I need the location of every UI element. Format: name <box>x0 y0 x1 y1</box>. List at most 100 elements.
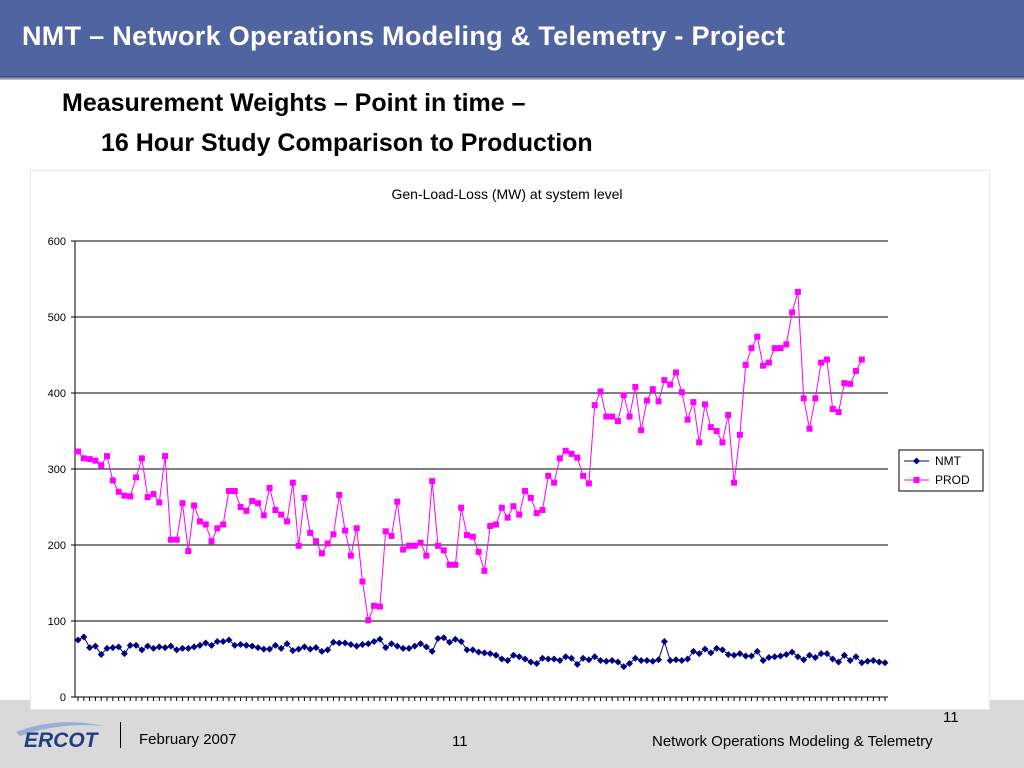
data-point-prod <box>475 548 482 555</box>
data-point-prod <box>237 504 244 510</box>
data-point-nmt <box>475 648 483 656</box>
data-point-prod <box>498 504 505 511</box>
data-point-nmt <box>678 657 686 665</box>
data-point-nmt <box>806 651 814 659</box>
data-point-prod <box>313 538 320 545</box>
legend-label-nmt: NMT <box>935 454 962 468</box>
footer-organization: Network Operations Modeling & Telemetry <box>652 733 933 750</box>
data-point-nmt <box>463 646 471 654</box>
data-point-nmt <box>335 639 343 647</box>
data-point-prod <box>388 532 395 539</box>
data-point-prod <box>667 381 674 388</box>
title-banner: NMT – Network Operations Modeling & Tele… <box>0 0 1024 76</box>
data-point-nmt <box>144 642 152 650</box>
data-point-nmt <box>167 642 175 650</box>
data-point-nmt <box>626 660 634 668</box>
data-point-nmt <box>881 659 889 667</box>
data-point-prod <box>643 397 650 404</box>
data-point-nmt <box>80 633 88 641</box>
data-point-prod <box>191 502 198 509</box>
data-point-nmt <box>579 654 587 662</box>
data-point-nmt <box>765 653 773 661</box>
data-point-nmt <box>341 639 349 647</box>
data-point-prod <box>522 488 529 495</box>
data-point-prod <box>806 425 813 432</box>
data-point-nmt <box>277 644 285 652</box>
data-point-prod <box>812 395 819 402</box>
data-point-nmt <box>869 657 877 665</box>
data-point-nmt <box>231 641 239 649</box>
data-point-prod <box>400 546 407 553</box>
legend-label-prod: PROD <box>935 473 970 487</box>
data-point-prod <box>742 361 749 368</box>
data-point-nmt <box>434 634 442 642</box>
logo-text: ERCOT <box>24 729 100 752</box>
data-point-prod <box>818 359 825 366</box>
data-point-nmt <box>533 660 541 668</box>
data-point-nmt <box>597 657 605 665</box>
data-point-prod <box>771 345 778 352</box>
data-point-prod <box>638 427 645 434</box>
data-point-prod <box>725 412 732 419</box>
data-point-nmt <box>457 638 465 646</box>
data-point-prod <box>707 424 714 431</box>
footer-date: February 2007 <box>139 731 237 748</box>
data-point-nmt <box>283 640 291 648</box>
data-point-prod <box>417 539 424 546</box>
data-point-prod <box>266 485 273 491</box>
data-point-prod <box>487 523 494 529</box>
data-point-nmt <box>120 650 128 658</box>
data-point-nmt <box>353 642 361 650</box>
data-point-nmt <box>213 638 221 646</box>
data-point-nmt <box>538 654 546 662</box>
data-point-nmt <box>399 644 407 652</box>
data-point-nmt <box>97 650 105 658</box>
data-point-nmt <box>469 646 477 654</box>
banner-shadow <box>0 76 1024 80</box>
data-point-prod <box>696 439 703 446</box>
data-point-prod <box>382 528 389 535</box>
data-point-prod <box>777 345 784 352</box>
data-point-nmt <box>707 649 715 657</box>
data-point-nmt <box>324 646 332 654</box>
data-point-nmt <box>556 657 564 665</box>
data-point-nmt <box>86 644 94 652</box>
data-point-nmt <box>759 657 767 665</box>
data-point-prod <box>434 542 441 549</box>
data-point-prod <box>493 521 500 528</box>
data-point-prod <box>458 504 465 511</box>
data-point-nmt <box>498 655 506 663</box>
data-point-nmt <box>823 650 831 658</box>
data-point-prod <box>469 533 476 540</box>
data-point-nmt <box>753 647 761 655</box>
data-point-nmt <box>637 657 645 665</box>
data-point-nmt <box>196 641 204 649</box>
data-point-nmt <box>794 653 802 661</box>
data-point-nmt <box>573 660 581 668</box>
data-point-nmt <box>428 647 436 655</box>
data-point-prod <box>719 439 726 446</box>
data-point-nmt <box>788 648 796 656</box>
y-tick-label: 400 <box>48 388 66 400</box>
data-point-prod <box>655 398 662 405</box>
data-point-nmt <box>422 643 430 651</box>
data-point-prod <box>794 288 801 295</box>
data-point-nmt <box>643 657 651 665</box>
data-point-nmt <box>817 650 825 658</box>
data-point-prod <box>510 503 517 510</box>
data-point-nmt <box>132 641 140 649</box>
data-point-nmt <box>115 643 123 651</box>
data-point-prod <box>585 480 592 487</box>
data-point-nmt <box>411 642 419 650</box>
data-point-prod <box>562 447 569 454</box>
data-point-nmt <box>254 644 262 652</box>
data-point-nmt <box>347 641 355 649</box>
data-point-prod <box>133 474 140 481</box>
data-point-prod <box>162 453 169 460</box>
data-point-nmt <box>713 644 721 652</box>
data-point-prod <box>324 540 331 547</box>
data-point-nmt <box>248 642 256 650</box>
data-point-nmt <box>161 644 169 652</box>
data-point-prod <box>231 488 238 495</box>
data-point-prod <box>760 362 767 369</box>
